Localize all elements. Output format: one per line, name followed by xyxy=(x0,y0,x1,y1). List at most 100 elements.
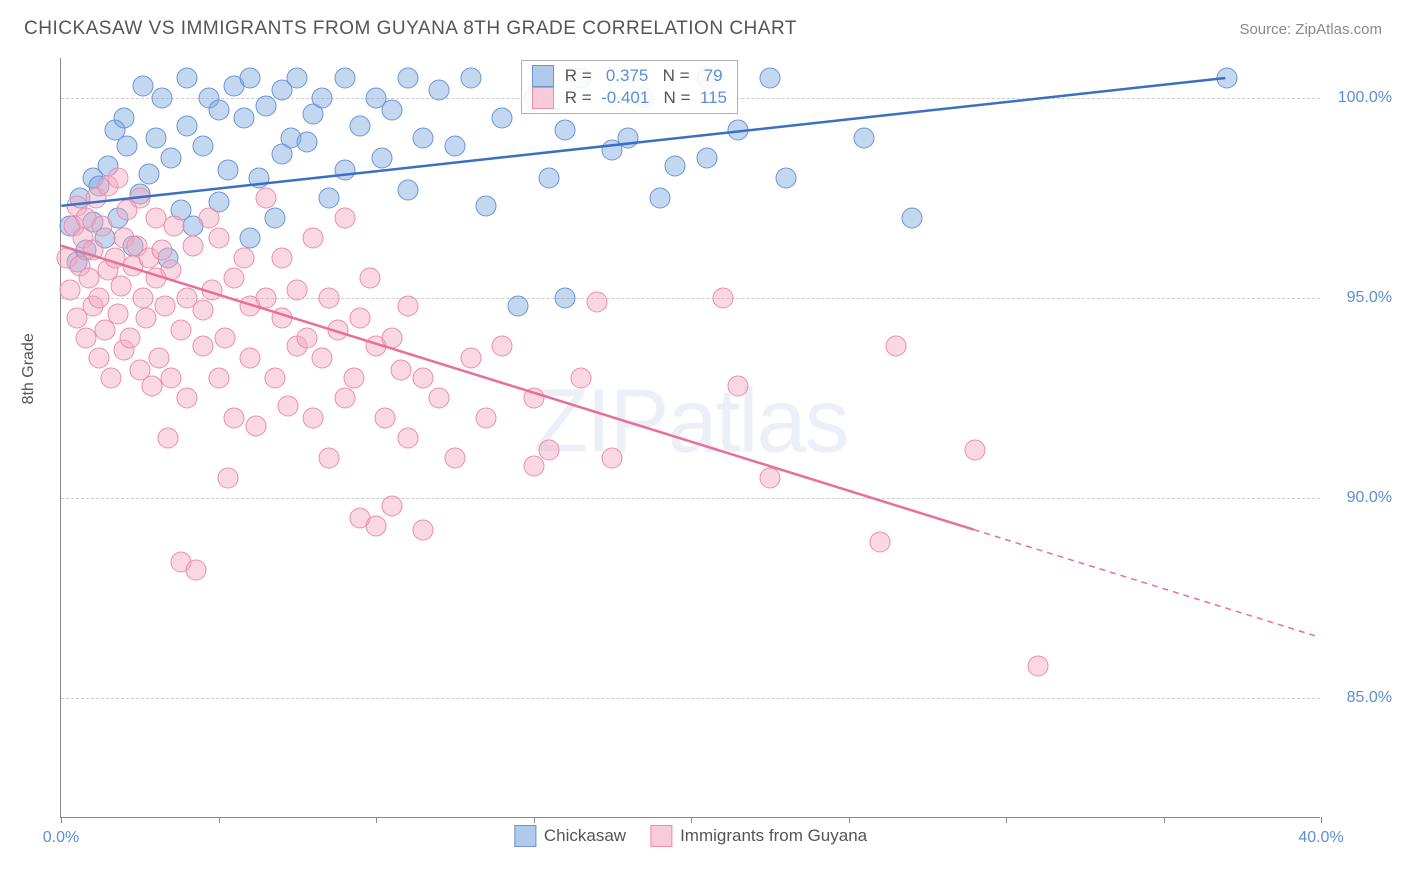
scatter-point xyxy=(303,408,324,429)
scatter-point xyxy=(233,108,254,129)
correlation-legend-row: R = 0.375 N = 79 xyxy=(532,65,727,87)
scatter-point xyxy=(476,196,497,217)
scatter-point xyxy=(177,68,198,89)
scatter-point xyxy=(429,80,450,101)
series-legend-label: Chickasaw xyxy=(544,826,626,846)
scatter-point xyxy=(429,388,450,409)
scatter-point xyxy=(114,108,135,129)
scatter-point xyxy=(413,520,434,541)
scatter-point xyxy=(265,208,286,229)
gridline xyxy=(61,698,1320,699)
x-tick-label: 40.0% xyxy=(1298,829,1343,847)
scatter-point xyxy=(759,468,780,489)
chart-header: CHICKASAW VS IMMIGRANTS FROM GUYANA 8TH … xyxy=(24,18,1382,40)
scatter-point xyxy=(145,128,166,149)
scatter-point xyxy=(161,148,182,169)
scatter-point xyxy=(539,168,560,189)
legend-swatch xyxy=(514,825,536,847)
scatter-point xyxy=(161,260,182,281)
scatter-point xyxy=(240,348,261,369)
x-tick-label: 0.0% xyxy=(43,829,79,847)
scatter-point xyxy=(375,408,396,429)
x-tick xyxy=(1164,817,1165,823)
scatter-point xyxy=(217,160,238,181)
scatter-point xyxy=(870,532,891,553)
scatter-point xyxy=(444,136,465,157)
scatter-point xyxy=(359,268,380,289)
scatter-point xyxy=(1027,656,1048,677)
scatter-point xyxy=(177,388,198,409)
scatter-point xyxy=(334,68,355,89)
scatter-point xyxy=(555,288,576,309)
scatter-point xyxy=(381,100,402,121)
chart-plot-area: ZIPatlas 85.0%90.0%95.0%100.0%0.0%40.0% … xyxy=(60,58,1320,818)
scatter-point xyxy=(334,388,355,409)
correlation-legend-row: R = -0.401 N = 115 xyxy=(532,87,727,109)
scatter-point xyxy=(1216,68,1237,89)
scatter-point xyxy=(82,240,103,261)
scatter-point xyxy=(854,128,875,149)
x-tick xyxy=(1006,817,1007,823)
scatter-point xyxy=(233,248,254,269)
scatter-point xyxy=(199,208,220,229)
scatter-point xyxy=(885,336,906,357)
scatter-point xyxy=(460,348,481,369)
scatter-point xyxy=(366,516,387,537)
scatter-point xyxy=(132,288,153,309)
scatter-point xyxy=(570,368,591,389)
scatter-point xyxy=(107,304,128,325)
scatter-point xyxy=(492,108,513,129)
scatter-point xyxy=(224,268,245,289)
scatter-point xyxy=(110,276,131,297)
scatter-point xyxy=(104,248,125,269)
scatter-point xyxy=(312,348,333,369)
scatter-point xyxy=(151,88,172,109)
x-tick xyxy=(376,817,377,823)
correlation-legend: R = 0.375 N = 79 R = -0.401 N = 115 xyxy=(521,60,738,114)
scatter-point xyxy=(539,440,560,461)
scatter-point xyxy=(60,280,81,301)
scatter-point xyxy=(372,148,393,169)
scatter-point xyxy=(255,288,276,309)
scatter-point xyxy=(296,328,317,349)
series-legend-label: Immigrants from Guyana xyxy=(680,826,867,846)
scatter-point xyxy=(170,320,191,341)
x-tick xyxy=(849,817,850,823)
scatter-point xyxy=(444,448,465,469)
scatter-point xyxy=(649,188,670,209)
scatter-point xyxy=(602,448,623,469)
scatter-point xyxy=(391,360,412,381)
scatter-point xyxy=(507,296,528,317)
scatter-point xyxy=(413,368,434,389)
legend-swatch xyxy=(532,87,554,109)
scatter-point xyxy=(397,68,418,89)
scatter-point xyxy=(164,216,185,237)
scatter-point xyxy=(136,308,157,329)
scatter-point xyxy=(101,368,122,389)
scatter-point xyxy=(334,160,355,181)
y-tick-label: 100.0% xyxy=(1338,89,1392,107)
gridline xyxy=(61,498,1320,499)
scatter-point xyxy=(271,248,292,269)
scatter-point xyxy=(665,156,686,177)
scatter-point xyxy=(214,328,235,349)
scatter-point xyxy=(148,348,169,369)
scatter-point xyxy=(397,296,418,317)
scatter-point xyxy=(76,328,97,349)
scatter-point xyxy=(142,376,163,397)
scatter-point xyxy=(154,296,175,317)
scatter-point xyxy=(397,180,418,201)
scatter-point xyxy=(287,68,308,89)
scatter-point xyxy=(145,208,166,229)
scatter-point xyxy=(492,336,513,357)
scatter-point xyxy=(460,68,481,89)
x-tick xyxy=(61,817,62,823)
scatter-point xyxy=(249,168,270,189)
scatter-point xyxy=(343,368,364,389)
scatter-point xyxy=(177,116,198,137)
scatter-point xyxy=(88,348,109,369)
scatter-point xyxy=(555,120,576,141)
scatter-point xyxy=(759,68,780,89)
scatter-point xyxy=(964,440,985,461)
y-tick-label: 85.0% xyxy=(1347,689,1392,707)
